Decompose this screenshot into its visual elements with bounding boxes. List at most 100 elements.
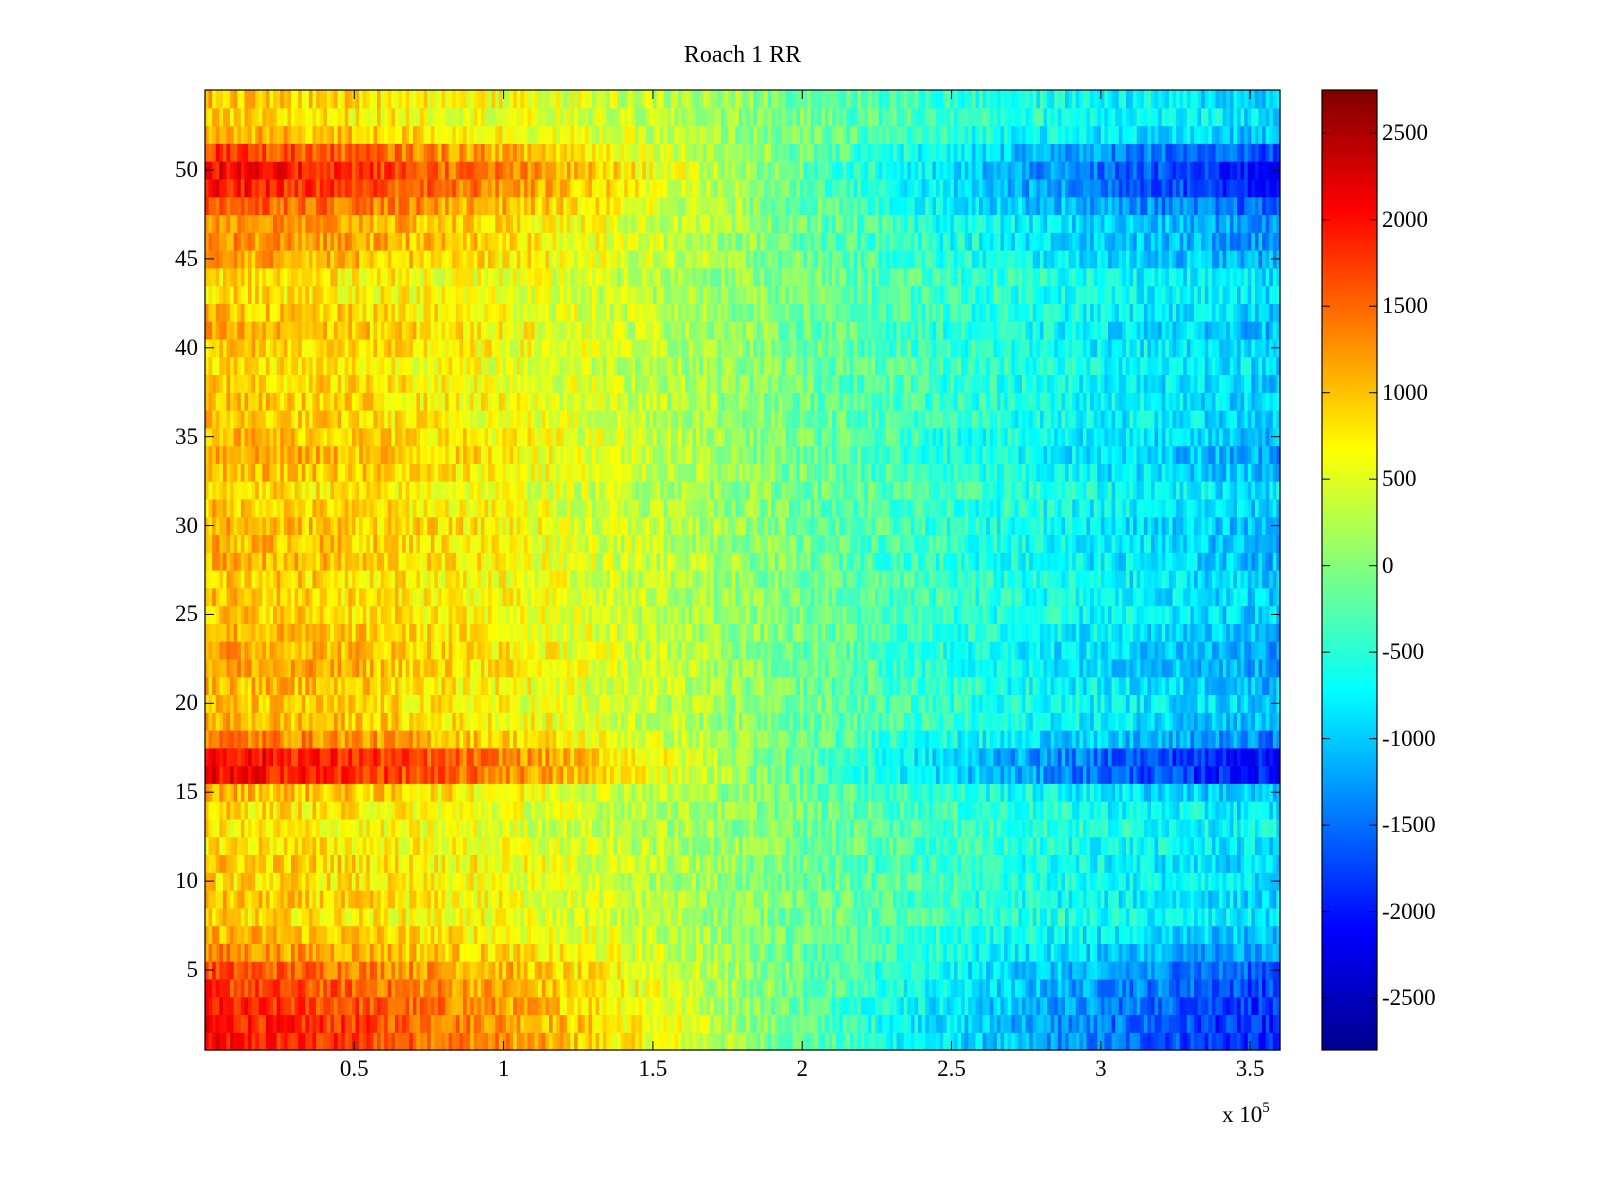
heatmap-cell <box>713 996 719 1016</box>
heatmap-cell <box>513 872 518 891</box>
heatmap-cell <box>1029 907 1034 927</box>
heatmap-cell <box>1190 854 1195 873</box>
heatmap-cell <box>205 765 210 784</box>
heatmap-cell <box>1093 1032 1098 1051</box>
heatmap-cell <box>907 996 912 1016</box>
heatmap-cell <box>695 943 701 962</box>
heatmap-cell <box>394 818 400 838</box>
heatmap-cell <box>846 907 851 927</box>
heatmap-cell <box>1265 783 1270 802</box>
heatmap-cell <box>280 836 285 856</box>
heatmap-cell <box>316 925 321 944</box>
heatmap-cell <box>559 854 564 873</box>
heatmap-cell <box>882 890 887 909</box>
heatmap-cell <box>807 996 812 1016</box>
heatmap-cell <box>1057 836 1063 856</box>
heatmap-cell <box>1125 943 1131 962</box>
heatmap-cell <box>466 1032 471 1051</box>
heatmap-cell <box>1240 836 1245 856</box>
heatmap-cell <box>280 747 285 767</box>
heatmap-cell <box>986 996 991 1016</box>
heatmap-cell <box>817 836 822 856</box>
heatmap-cell <box>1014 890 1020 909</box>
heatmap-cell <box>495 747 500 767</box>
heatmap-cell <box>692 801 697 820</box>
heatmap-cell <box>513 801 518 820</box>
heatmap-cell <box>950 1032 955 1051</box>
heatmap-cell <box>531 854 536 873</box>
heatmap-cell <box>839 836 844 856</box>
heatmap-cell <box>405 783 410 802</box>
heatmap-cell <box>466 890 471 909</box>
heatmap-cell <box>1208 943 1213 962</box>
heatmap-cell <box>455 943 461 962</box>
heatmap-cell <box>1065 818 1070 838</box>
heatmap-cell <box>1022 801 1027 820</box>
heatmap-cell <box>574 1032 579 1051</box>
heatmap-cell <box>337 854 342 873</box>
heatmap-cell <box>645 818 650 838</box>
heatmap-cell <box>312 1014 317 1033</box>
heatmap-cell <box>735 1032 740 1051</box>
heatmap-cell <box>384 925 389 944</box>
heatmap-cell <box>882 801 887 820</box>
heatmap-cell <box>506 943 511 962</box>
heatmap-cell <box>1007 943 1012 962</box>
heatmap-cell <box>867 836 873 856</box>
heatmap-cell <box>212 801 217 820</box>
heatmap-cell <box>387 836 392 856</box>
heatmap-cell <box>1090 996 1095 1016</box>
heatmap-cell <box>599 818 604 838</box>
heatmap-cell <box>337 996 342 1016</box>
heatmap-cell <box>781 1014 787 1033</box>
heatmap-cell <box>1258 872 1263 891</box>
heatmap-cell <box>294 925 299 944</box>
heatmap-cell <box>1143 996 1149 1016</box>
heatmap-cell <box>1007 783 1012 802</box>
heatmap-cell <box>946 783 951 802</box>
heatmap-cell <box>1237 907 1242 927</box>
heatmap-cell <box>817 854 822 873</box>
heatmap-cell <box>624 907 629 927</box>
heatmap-cell <box>251 801 256 820</box>
heatmap-cell <box>380 890 385 909</box>
heatmap-cell <box>1054 907 1059 927</box>
heatmap-cell <box>509 765 514 784</box>
heatmap-cell <box>1197 801 1202 820</box>
heatmap-cell <box>298 872 303 891</box>
heatmap-cell <box>989 961 994 980</box>
heatmap-cell <box>1215 854 1220 873</box>
heatmap-cell <box>1208 890 1213 909</box>
heatmap-cell <box>1025 978 1030 998</box>
heatmap-cell <box>1129 818 1134 838</box>
heatmap-cell <box>946 836 951 856</box>
heatmap-cell <box>678 872 683 891</box>
heatmap-cell <box>774 1014 779 1033</box>
heatmap-cell <box>1176 996 1181 1016</box>
heatmap-cell <box>1147 978 1152 998</box>
heatmap-cell <box>703 836 708 856</box>
heatmap-cell <box>205 747 210 767</box>
heatmap-cell <box>1247 801 1252 820</box>
heatmap-cell <box>928 907 934 927</box>
heatmap-cell <box>986 872 991 891</box>
heatmap-cell <box>885 1032 891 1051</box>
heatmap-cell <box>710 890 715 909</box>
heatmap-cell <box>1022 1014 1027 1033</box>
heatmap-cell <box>979 872 984 891</box>
heatmap-cell <box>1011 801 1016 820</box>
heatmap-cell <box>445 1032 450 1051</box>
heatmap-cell <box>359 854 364 873</box>
heatmap-cell <box>918 1032 923 1051</box>
heatmap-cell <box>1194 854 1199 873</box>
heatmap-cell <box>1054 925 1059 944</box>
heatmap-cell <box>563 747 568 767</box>
heatmap-cell <box>606 783 611 802</box>
heatmap-cell <box>724 801 729 820</box>
heatmap-cell <box>846 1032 851 1051</box>
heatmap-cell <box>441 978 446 998</box>
heatmap-cell <box>1233 996 1238 1016</box>
heatmap-cell <box>821 890 826 909</box>
heatmap-cell <box>452 961 457 980</box>
heatmap-cell <box>373 836 378 856</box>
